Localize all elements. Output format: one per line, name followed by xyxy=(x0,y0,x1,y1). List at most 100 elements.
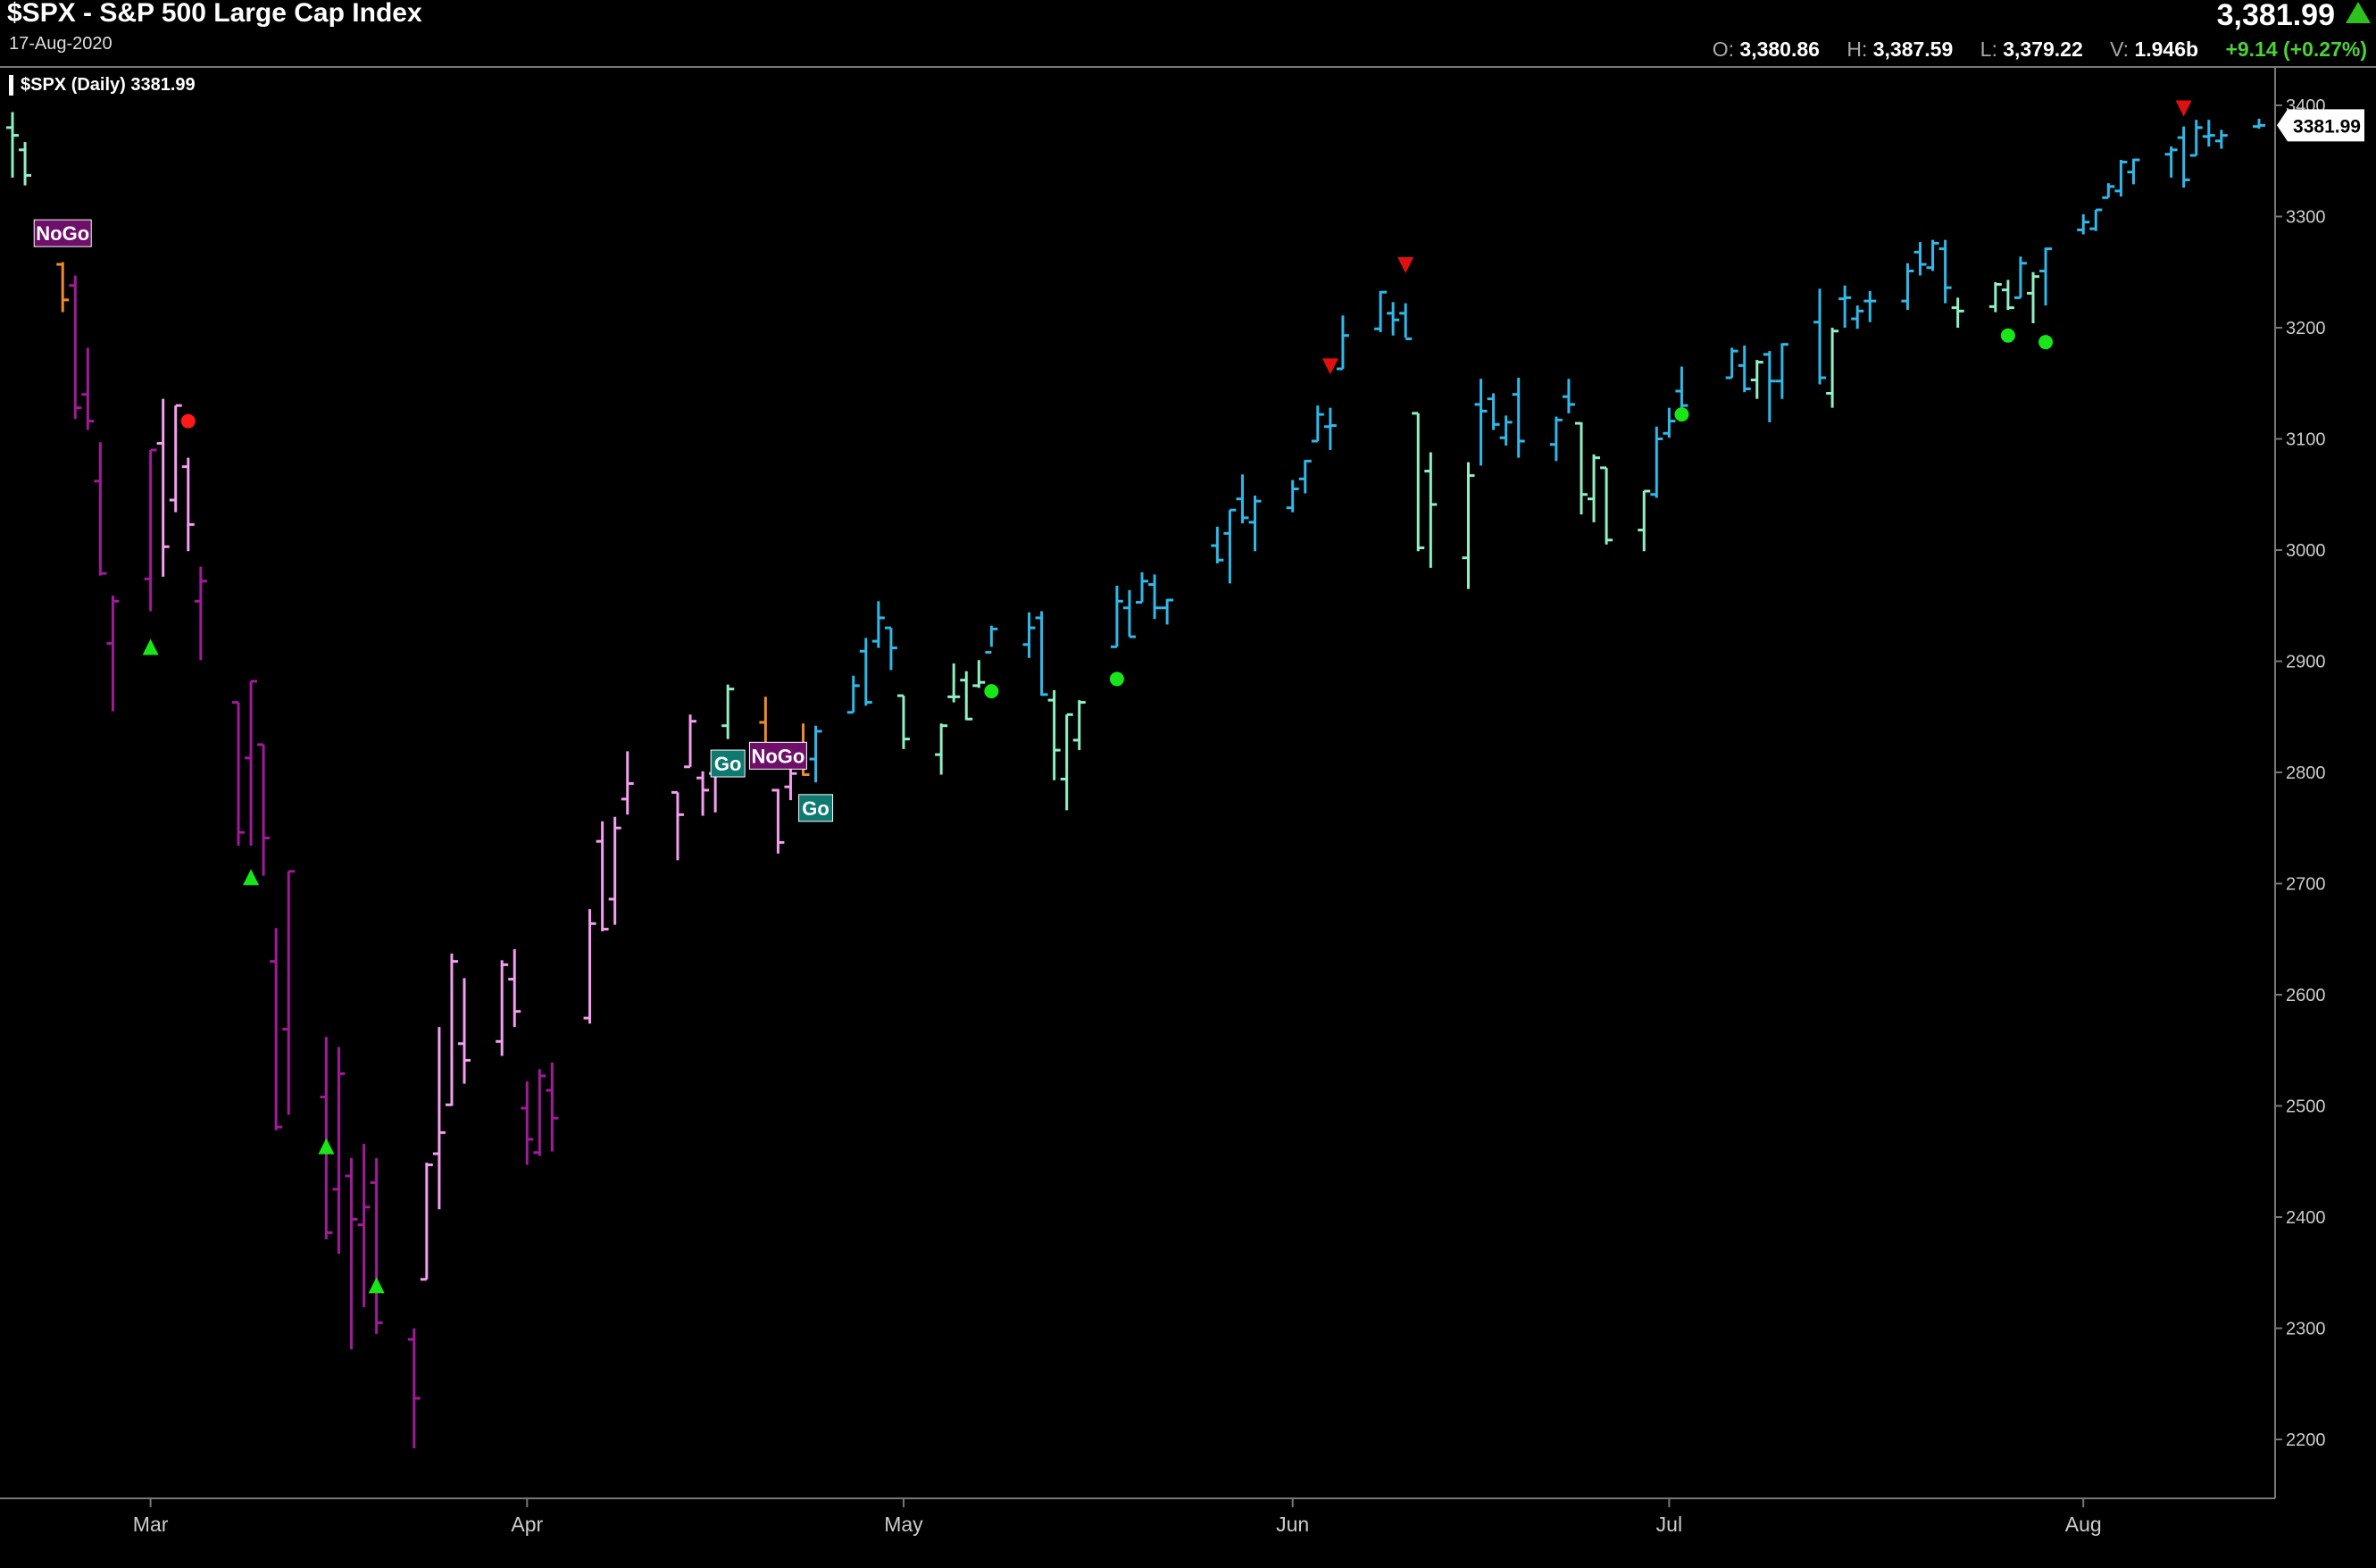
ohlc-bar xyxy=(1738,345,1751,393)
label-text: NoGo xyxy=(751,745,805,767)
y-tick-label: 2700 xyxy=(2286,875,2326,895)
ohlc-bar xyxy=(1938,239,1952,304)
ohlc-bar xyxy=(2102,183,2115,199)
ohlc-bar xyxy=(1148,574,1162,620)
green-dot-marker xyxy=(2000,328,2015,343)
ohlc-bar xyxy=(1336,315,1349,371)
up-triangle-marker xyxy=(368,1277,385,1294)
x-tick-label: Jun xyxy=(1276,1513,1309,1536)
ohlc-bar xyxy=(1775,343,1788,399)
ohlc-bar xyxy=(81,347,95,430)
ohlc-bar xyxy=(1638,489,1651,552)
go-label: Go xyxy=(798,794,834,822)
x-tick-label: Apr xyxy=(511,1513,543,1536)
y-tick-label: 2400 xyxy=(2286,1208,2326,1228)
ohlc-bar xyxy=(2253,118,2265,129)
ohlc-bar xyxy=(94,442,107,576)
ohlc-bar xyxy=(194,566,207,661)
ohlc-bar xyxy=(257,743,271,876)
ohlc-bar xyxy=(960,671,973,721)
ohlc-bar xyxy=(935,723,948,775)
ohlc-bars xyxy=(6,112,2265,1448)
ohlc-bar xyxy=(1161,598,1174,625)
ohlc-bar xyxy=(985,625,998,655)
ohlc-bar xyxy=(696,771,710,816)
price-tag-group: 3381.99 xyxy=(2277,109,2364,142)
ohlc-bar xyxy=(2089,208,2103,231)
go-label: Go xyxy=(710,749,746,778)
ohlc-bar xyxy=(181,457,195,552)
ohlc-bar xyxy=(846,675,860,714)
ohlc-bar xyxy=(1060,713,1073,811)
ohlc-bar xyxy=(871,601,885,648)
chart-date: 17-Aug-2020 xyxy=(9,34,113,54)
nogo-label: NoGo xyxy=(33,219,92,247)
ohlc-bar xyxy=(1838,285,1852,328)
ohlc-bar xyxy=(1600,466,1613,545)
y-tick-label: 2900 xyxy=(2286,653,2326,672)
ohlc-bar xyxy=(357,1143,371,1307)
y-tick-label: 3000 xyxy=(2286,541,2326,561)
price-tag-box xyxy=(2277,109,2364,142)
ohlc-bar xyxy=(621,751,634,815)
ohlc-bar xyxy=(684,714,697,769)
ohlc-bar xyxy=(1248,495,1262,552)
price-tag-text: 3381.99 xyxy=(2293,116,2361,137)
label-box xyxy=(33,219,92,247)
low-value: 3,379.22 xyxy=(2003,38,2083,61)
ohlc-bar xyxy=(1487,393,1500,430)
low-label: L: xyxy=(1980,38,1997,61)
green-dot-marker xyxy=(1674,407,1689,422)
ohlc-bar xyxy=(1901,263,1914,311)
ohlc-bar xyxy=(896,694,910,749)
ohlc-bar xyxy=(583,909,596,1024)
ohlc-bar xyxy=(1424,452,1438,568)
ohlc-bar xyxy=(106,596,120,712)
last-price: 3,381.99 xyxy=(2216,0,2335,32)
ohlc-bar xyxy=(1750,360,1763,399)
open-label: O: xyxy=(1712,38,1735,61)
ohlc-bar xyxy=(1323,407,1337,450)
ohlc-bar xyxy=(1286,480,1299,513)
ohlc-bar xyxy=(608,816,621,925)
ohlc-bar xyxy=(1562,379,1575,413)
x-tick-label: Jul xyxy=(1656,1513,1682,1536)
up-triangle-marker xyxy=(243,869,260,886)
ohlc-bar xyxy=(1223,508,1237,584)
ohlc-bar xyxy=(156,398,170,577)
volume-value: 1.946b xyxy=(2134,38,2199,61)
ohlc-bar xyxy=(6,112,19,178)
signal-annotations: NoGo Go NoGo Go xyxy=(33,219,834,822)
ohlc-bar xyxy=(1675,366,1688,413)
ohlc-bar xyxy=(2026,271,2039,324)
ohlc-bar xyxy=(2114,160,2128,197)
y-tick-label: 2500 xyxy=(2286,1097,2326,1117)
ohlc-bar xyxy=(496,960,509,1056)
label-text: NoGo xyxy=(36,222,89,245)
ohlc-bar xyxy=(1512,378,1525,458)
ohlc-bar xyxy=(1122,589,1136,638)
ohlc-bar xyxy=(671,790,684,861)
y-tick-label: 3300 xyxy=(2286,208,2326,228)
ohlc-bar xyxy=(407,1328,421,1448)
ohlc-bar xyxy=(1574,421,1588,515)
ohlc-bar xyxy=(1926,239,1939,271)
ohlc-bar xyxy=(270,928,283,1130)
ohlc-bar xyxy=(546,1062,559,1152)
ohlc-bar xyxy=(1047,689,1061,780)
ohlc-bar xyxy=(1374,290,1388,332)
green-dot-marker xyxy=(2038,335,2054,350)
label-box xyxy=(748,741,807,770)
ohlc-bar xyxy=(2177,126,2190,188)
ohlc-bar xyxy=(2214,129,2228,149)
ohlc-bar xyxy=(1588,454,1601,522)
signal-markers xyxy=(142,100,2192,1294)
chart-title: $SPX - S&P 500 Large Cap Index xyxy=(7,0,422,28)
y-tick-label: 3200 xyxy=(2286,319,2326,338)
down-triangle-marker xyxy=(1397,257,1414,274)
ohlc-bar xyxy=(1951,297,1964,328)
ohlc-bar xyxy=(508,948,521,1028)
x-tick-label: Aug xyxy=(2065,1513,2102,1536)
x-tick-label: May xyxy=(884,1513,923,1536)
